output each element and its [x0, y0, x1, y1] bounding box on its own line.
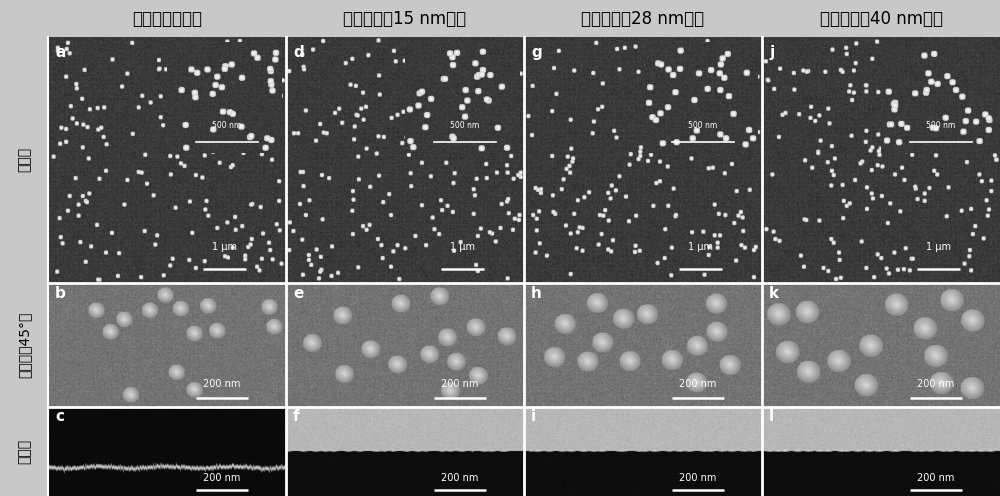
Text: 杂化结构（15 nm银）: 杂化结构（15 nm银）: [343, 9, 467, 28]
Text: 200 nm: 200 nm: [917, 474, 954, 484]
Text: 金纳米粒子阵列: 金纳米粒子阵列: [132, 9, 202, 28]
Text: d: d: [293, 45, 304, 60]
Text: 200 nm: 200 nm: [679, 474, 716, 484]
Text: 侧视图: 侧视图: [17, 438, 31, 464]
Text: h: h: [531, 286, 542, 302]
Text: 200 nm: 200 nm: [203, 379, 240, 389]
Text: 200 nm: 200 nm: [679, 379, 716, 389]
Text: e: e: [293, 286, 304, 302]
Text: 1 μm: 1 μm: [212, 242, 237, 252]
Text: a: a: [55, 45, 66, 60]
Text: l: l: [769, 409, 774, 424]
Text: 1 μm: 1 μm: [688, 242, 713, 252]
Text: j: j: [769, 45, 774, 60]
Text: c: c: [55, 409, 64, 424]
Text: 杂化结构（40 nm银）: 杂化结构（40 nm银）: [820, 9, 942, 28]
Text: i: i: [531, 409, 536, 424]
Text: k: k: [769, 286, 779, 302]
Text: 200 nm: 200 nm: [203, 474, 240, 484]
Text: 俯视图: 俯视图: [17, 147, 31, 173]
Text: 1 μm: 1 μm: [926, 242, 951, 252]
Text: 200 nm: 200 nm: [917, 379, 954, 389]
Text: g: g: [531, 45, 542, 60]
Text: b: b: [55, 286, 66, 302]
Text: f: f: [293, 409, 300, 424]
Text: 200 nm: 200 nm: [441, 379, 478, 389]
Text: 杂化结构（28 nm银）: 杂化结构（28 nm银）: [581, 9, 705, 28]
Text: 斜视图（45°）: 斜视图（45°）: [17, 311, 31, 378]
Text: 1 μm: 1 μm: [450, 242, 475, 252]
Text: 200 nm: 200 nm: [441, 474, 478, 484]
